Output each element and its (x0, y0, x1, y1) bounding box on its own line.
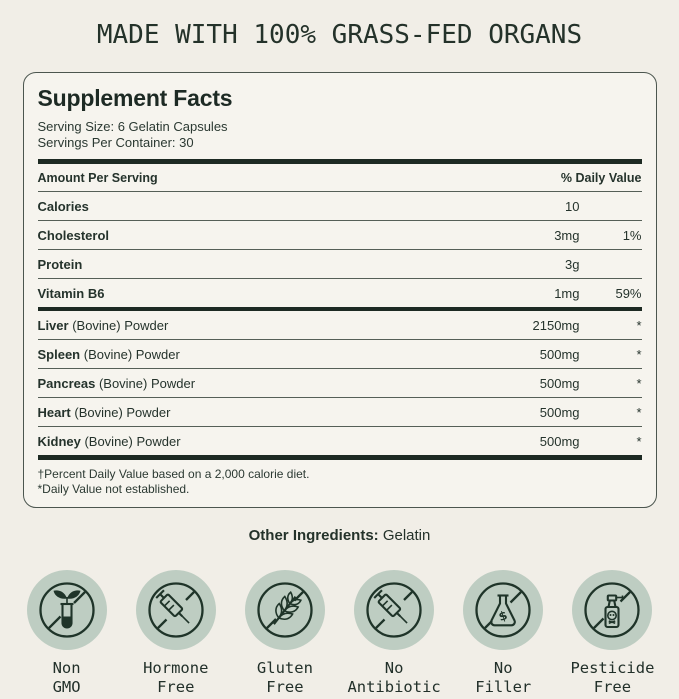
badge-non-gmo: Non GMO (12, 570, 121, 697)
organ-amount: 500mg (539, 376, 580, 391)
organ-name-bold: Spleen (37, 347, 81, 362)
table-row: Liver (Bovine) Powder 2150mg * (37, 311, 642, 340)
other-ingredients-label: Other Ingredients: (248, 527, 379, 544)
nutrient-name: Calories (37, 199, 89, 214)
gluten-free-icon (244, 570, 325, 650)
supplement-label-page: MADE WITH 100% GRASS-FED ORGANS Suppleme… (0, 20, 679, 699)
organ-dv: * (636, 376, 642, 391)
other-ingredients: Other Ingredients: Gelatin (0, 527, 679, 544)
badge-label: Pesticide Free (570, 659, 655, 696)
badge-no-antibiotic: No Antibiotic (340, 570, 449, 697)
table-header-row: Amount Per Serving % Daily Value (37, 164, 642, 192)
svg-text:$: $ (497, 608, 509, 624)
footnote-daily-value: †Percent Daily Value based on a 2,000 ca… (37, 467, 310, 481)
table-row: Spleen (Bovine) Powder 500mg * (37, 340, 642, 369)
organ-name-suffix: (Bovine) Powder (80, 347, 180, 362)
nutrient-dv: 59% (615, 286, 642, 301)
organ-amount: 500mg (539, 405, 580, 420)
organ-name: Heart (Bovine) Powder (38, 405, 510, 420)
footnote-not-established: *Daily Value not established. (37, 482, 190, 496)
organ-amount: 2150mg (532, 318, 580, 333)
no-antibiotic-icon (354, 570, 435, 650)
badge-label: No Filler (475, 659, 532, 696)
daily-value-header: % Daily Value (560, 171, 642, 185)
organ-name-bold: Liver (37, 318, 69, 333)
no-filler-icon: $ (463, 570, 544, 650)
organ-name: Kidney (Bovine) Powder (38, 434, 510, 449)
amount-per-serving-header: Amount Per Serving (37, 171, 158, 185)
badge-no-filler: $ No Filler (449, 570, 558, 697)
organ-dv: * (636, 318, 642, 333)
other-ingredients-value: Gelatin (382, 527, 431, 544)
organ-name-bold: Kidney (37, 434, 81, 449)
nutrient-amount: 1mg (554, 286, 580, 301)
table-row: Cholesterol 3mg 1% (37, 221, 642, 250)
nutrient-amount: 3g (565, 257, 580, 272)
organ-name: Liver (Bovine) Powder (38, 318, 510, 333)
organ-name-bold: Heart (37, 405, 71, 420)
supplement-facts-panel: Supplement Facts Serving Size: 6 Gelatin… (22, 72, 657, 508)
divider-thick-bottom (37, 455, 642, 460)
badge-pesticide-free: Pesticide Free (558, 570, 667, 697)
pesticide-free-icon (572, 570, 653, 650)
organ-name-suffix: (Bovine) Powder (80, 434, 181, 449)
organ-name-suffix: (Bovine) Powder (70, 405, 171, 420)
badge-label: Gluten Free (256, 659, 313, 696)
divider-mid (37, 307, 642, 311)
table-row: Protein 3g (37, 250, 642, 279)
organ-amount: 500mg (539, 347, 580, 362)
divider-thick-top (37, 159, 642, 164)
banner-title: MADE WITH 100% GRASS-FED ORGANS (96, 20, 583, 50)
nutrient-name: Cholesterol (37, 228, 110, 243)
nutrient-name: Protein (37, 257, 83, 272)
organ-dv: * (636, 405, 642, 420)
table-row: Vitamin B6 1mg 59% (38, 279, 642, 307)
nutrient-dv: 1% (622, 228, 642, 243)
nutrient-amount: 3mg (554, 228, 580, 243)
badge-row: Non GMO (0, 570, 679, 697)
nutrient-amount: 10 (565, 199, 580, 214)
badge-gluten-free: Gluten Free (230, 570, 339, 697)
badge-label: Non GMO (52, 659, 81, 696)
servings-per-container: Servings Per Container: 30 (37, 135, 194, 150)
table-row: Kidney (Bovine) Powder 500mg * (38, 427, 642, 455)
serving-size: Serving Size: 6 Gelatin Capsules (37, 119, 228, 134)
organ-amount: 500mg (539, 434, 580, 449)
organ-name: Pancreas (Bovine) Powder (38, 376, 510, 391)
footnotes: †Percent Daily Value based on a 2,000 ca… (38, 460, 642, 497)
table-row: Pancreas (Bovine) Powder 500mg * (37, 369, 642, 398)
nutrient-name: Vitamin B6 (37, 286, 105, 301)
organ-name-bold: Pancreas (37, 376, 96, 391)
organ-name-suffix: (Bovine) Powder (68, 318, 169, 333)
organ-dv: * (636, 347, 642, 362)
badge-label: No Antibiotic (347, 659, 441, 696)
organ-dv: * (636, 434, 642, 449)
organ-name-suffix: (Bovine) Powder (95, 376, 196, 391)
table-row: Calories 10 (37, 192, 642, 221)
table-row: Heart (Bovine) Powder 500mg * (37, 398, 642, 427)
panel-title: Supplement Facts (37, 85, 233, 111)
badge-hormone-free: Hormone Free (121, 570, 230, 697)
hormone-free-icon (135, 570, 216, 650)
non-gmo-icon (26, 570, 107, 650)
badge-label: Hormone Free (143, 659, 209, 696)
organ-name: Spleen (Bovine) Powder (38, 347, 510, 362)
